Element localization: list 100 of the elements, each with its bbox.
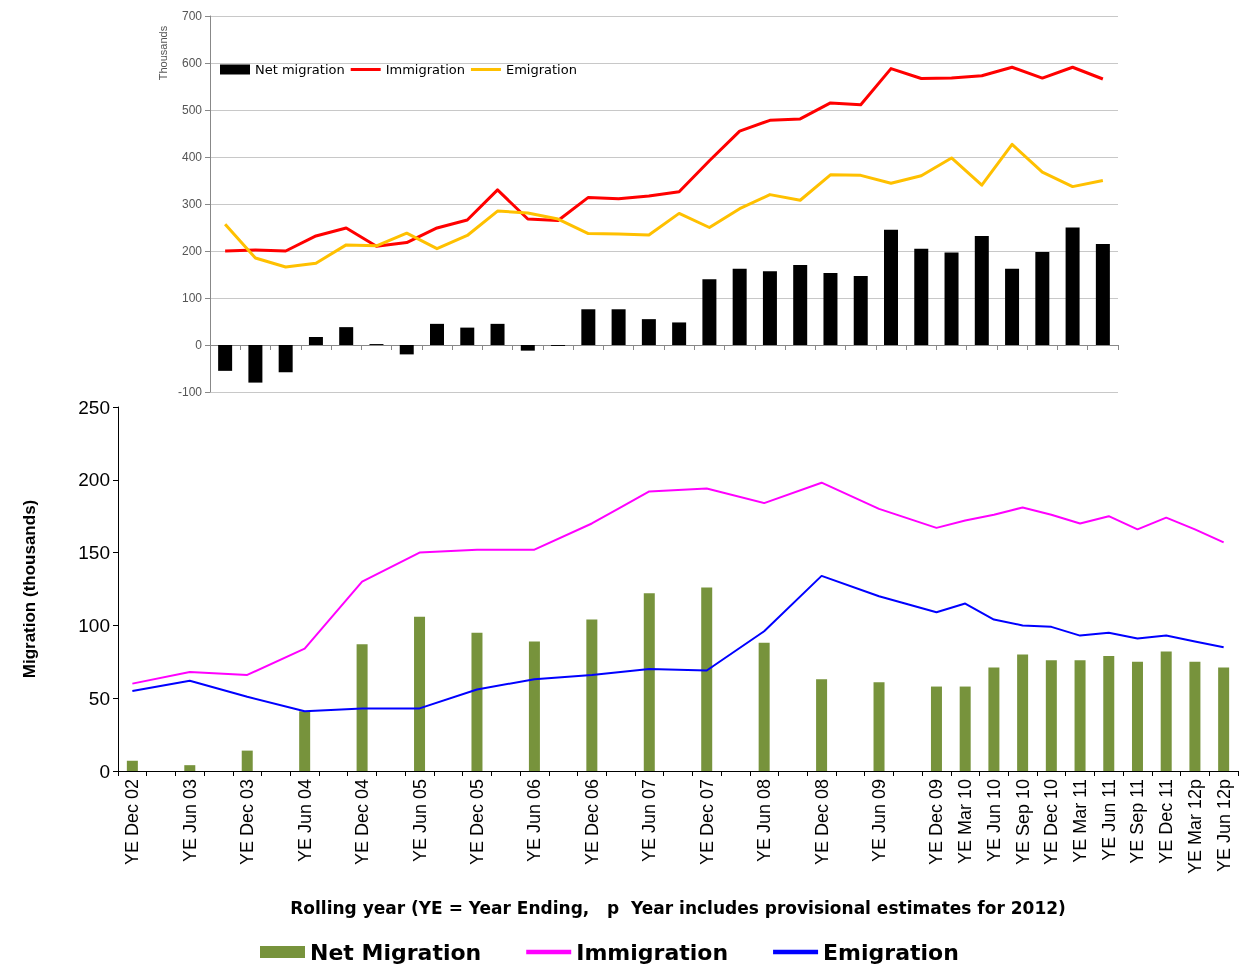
bar [1035,251,1050,345]
bar [988,667,1000,771]
bar [339,327,354,345]
bar [672,322,687,345]
x-tick-label: YE Dec 05 [466,779,487,866]
bar [974,235,989,345]
x-tick-label: YE Mar 12p [1184,779,1205,875]
x-tick-label: YE Dec 02 [122,779,143,866]
x-tick-label: YE Jun 12p [1213,779,1234,873]
bar [1218,667,1230,771]
y-tick-label: 150 [78,542,110,564]
legend-label: Net migration [255,62,345,77]
x-tick-label: YE Jun 10 [983,779,1004,863]
y-tick-label: 250 [78,396,110,418]
legend-label: Net Migration [310,939,482,965]
bar [702,279,717,345]
line-series [131,574,1225,713]
bar [873,682,885,771]
y-tick-label: 600 [181,56,203,70]
x-tick-label: YE Dec 09 [926,779,947,866]
y-axis-title: Migration (thousands) [20,499,39,679]
bar [1045,660,1057,771]
y-tick-label: 400 [181,150,203,164]
line-series [223,65,1105,253]
y-tick-label: 200 [78,469,110,491]
bar [884,229,898,345]
x-tick-label: YE Jun 06 [524,779,545,863]
y-tick-label: 200 [181,244,203,258]
x-tick-label: YE Mar 11 [1070,779,1091,863]
bar [611,309,626,345]
x-tick-label: YE Jun 05 [409,779,430,863]
y-tick-label: 0 [99,760,110,782]
legend-label: Emigration [505,62,577,77]
bar [853,275,868,345]
bar [308,337,323,345]
bar [1005,268,1020,345]
y-tick-label: -100 [177,385,203,399]
x-tick-label: YE Jun 03 [179,779,200,863]
bar [248,345,263,383]
x-tick-label: YE Jun 04 [294,779,315,863]
bar [278,345,293,373]
bar [1074,660,1086,771]
x-tick-label: YE Jun 07 [639,779,660,863]
y-tick-label: 500 [181,103,203,117]
bar [1189,661,1201,771]
y-tick-label: 0 [195,338,203,352]
bar [1131,661,1143,771]
bar [414,616,426,771]
bar [460,327,475,345]
bar [1095,243,1110,345]
bar [126,760,138,771]
bar [959,686,971,771]
bar [356,644,368,771]
legend-label: Emigration [823,939,959,965]
x-tick-label: YE Dec 03 [237,779,258,866]
bar [520,345,535,351]
bar [914,248,929,345]
x-tick-label: YE Sep 11 [1127,779,1148,864]
bar [944,252,959,345]
y-tick-label: 50 [88,687,110,709]
line-series [131,481,1225,685]
y-tick-label: 300 [181,197,203,211]
bar [430,323,444,345]
x-tick-label: YE Dec 04 [352,779,373,866]
bar [399,345,414,355]
x-tick-label: YE Jun 08 [754,779,775,863]
x-tick-label: YE Jun 09 [869,779,890,863]
bar [1017,654,1029,771]
x-tick-label: YE Dec 06 [581,779,602,866]
bar [184,765,196,771]
bar [823,273,838,345]
x-tick-label: YE Dec 11 [1156,779,1177,864]
bar [581,309,596,345]
x-tick-label: YE Sep 10 [1012,779,1033,866]
x-tick-label: YE Jun 11 [1098,779,1119,861]
bar [643,593,655,771]
x-axis-title: Rolling year (YE = Year Ending, p Year includes provisional estimates for 2012) [290,897,1066,918]
bar [641,319,656,345]
bar [528,641,540,771]
y-tick-label: 100 [181,291,203,305]
bar [218,345,233,371]
bar [930,686,942,771]
bar [732,268,747,345]
bar [1103,655,1115,771]
bar [762,271,777,345]
y-tick-label: 700 [181,9,203,23]
bar [1065,227,1080,345]
bar [758,642,770,771]
bar [701,587,713,771]
x-tick-label: YE Dec 07 [696,779,717,866]
x-tick-label: YE Dec 08 [811,779,832,866]
bar [586,619,598,771]
bar [299,711,311,771]
legend-label: Immigration [385,62,465,77]
x-tick-label: YE Dec 10 [1041,779,1062,866]
bar [241,750,253,771]
y-axis-title: Thousands [156,25,169,81]
bar [1160,651,1172,771]
bar [490,323,505,345]
bar [816,679,828,771]
